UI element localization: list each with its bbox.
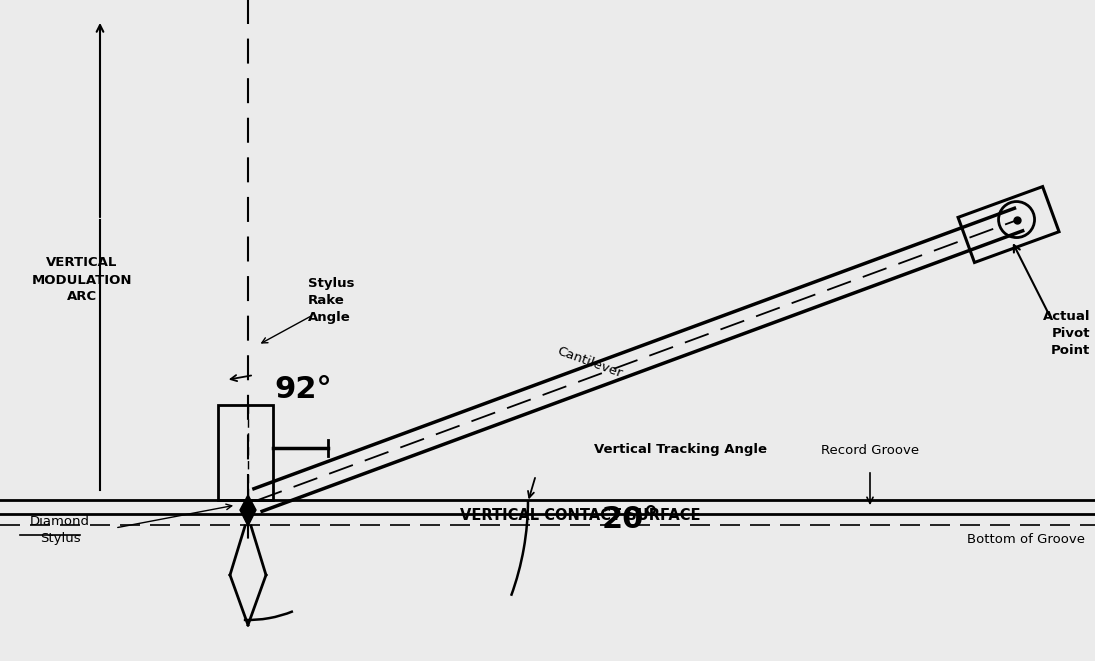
- Text: 92°: 92°: [274, 375, 332, 405]
- Text: Diamond
Stylus: Diamond Stylus: [30, 515, 90, 545]
- Text: VERTICAL CONTACT SURFACE: VERTICAL CONTACT SURFACE: [460, 508, 701, 523]
- Text: 20°: 20°: [601, 506, 659, 535]
- Text: Cantilever: Cantilever: [555, 344, 624, 380]
- Text: Bottom of Groove: Bottom of Groove: [967, 533, 1085, 546]
- Text: Stylus
Rake
Angle: Stylus Rake Angle: [308, 276, 355, 323]
- Text: Vertical Tracking Angle: Vertical Tracking Angle: [593, 444, 766, 457]
- Text: Actual
Pivot
Point: Actual Pivot Point: [1042, 309, 1090, 356]
- Text: Record Groove: Record Groove: [821, 444, 919, 457]
- Polygon shape: [240, 495, 256, 526]
- Text: VERTICAL
MODULATION
ARC: VERTICAL MODULATION ARC: [32, 256, 132, 303]
